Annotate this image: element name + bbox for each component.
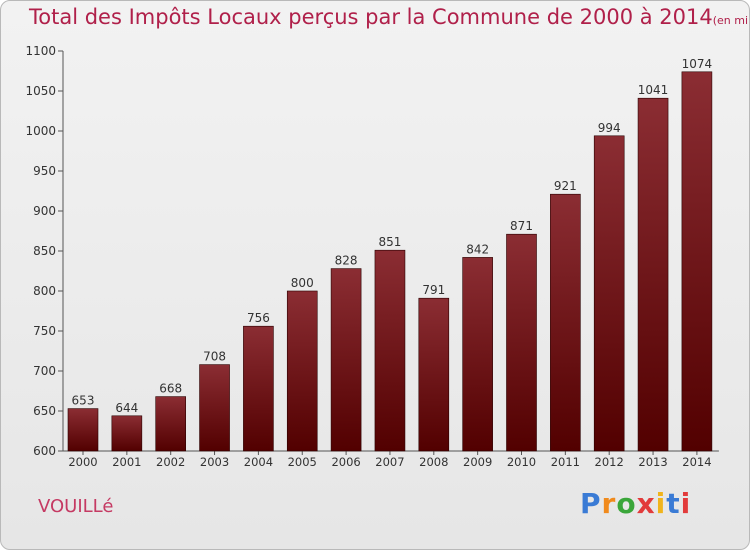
x-tick-label: 2004 (244, 455, 273, 469)
bar-value-label: 653 (72, 394, 95, 408)
x-tick-label: 2008 (419, 455, 448, 469)
bar (550, 193, 581, 452)
chart-title-unit: (en milliers d'€) (712, 14, 749, 27)
bar (418, 297, 450, 452)
bar (155, 396, 186, 452)
bar-value-label: 871 (510, 219, 533, 233)
y-tick-label: 650 (33, 404, 56, 418)
chart-title: Total des Impôts Locaux perçus par la Co… (29, 5, 749, 29)
bar-value-label: 668 (159, 382, 182, 396)
y-tick-label: 850 (33, 244, 56, 258)
bar-value-label: 1041 (638, 83, 669, 97)
bar (199, 364, 230, 452)
y-tick-label: 1000 (25, 124, 56, 138)
bar (243, 325, 274, 452)
bar-value-label: 828 (335, 254, 358, 268)
bar-value-label: 1074 (682, 57, 713, 71)
bar-value-label: 851 (378, 235, 401, 249)
proxiti-logo: Proxiti (580, 487, 691, 520)
bar (67, 408, 99, 452)
x-tick-label: 2010 (507, 455, 536, 469)
y-tick-label: 950 (33, 164, 56, 178)
x-tick-label: 2003 (200, 455, 229, 469)
bar-value-label: 994 (598, 121, 621, 135)
bar-value-label: 708 (203, 350, 226, 364)
bar-value-label: 791 (422, 283, 445, 297)
bar (111, 415, 143, 452)
bar-value-label: 800 (291, 276, 314, 290)
bar (506, 233, 537, 452)
bar-value-label: 756 (247, 311, 270, 325)
x-tick-label: 2012 (595, 455, 624, 469)
bars: 653 644 668 708 756 800 828 851 791 842 871 921 994 1… (67, 57, 713, 452)
y-tick-label: 700 (33, 364, 56, 378)
bar-value-label: 842 (466, 242, 489, 256)
y-tick-label: 1050 (25, 84, 56, 98)
x-tick-label: 2007 (375, 455, 404, 469)
logo-letter: P (580, 487, 602, 520)
x-tick-label: 2009 (463, 455, 492, 469)
y-tick-label: 750 (33, 324, 56, 338)
x-tick-label: 2013 (638, 455, 667, 469)
bar (330, 268, 362, 452)
logo-letter: i (680, 487, 692, 520)
x-axis: 2000 2001 2002 2003 2004 2005 2006 2007 2008 2009… (63, 450, 719, 469)
bar (593, 135, 625, 452)
bar (374, 249, 406, 452)
x-tick-label: 2011 (551, 455, 580, 469)
y-tick-label: 800 (33, 284, 56, 298)
x-tick-label: 2006 (331, 455, 360, 469)
bar-value-label: 644 (115, 401, 138, 415)
commune-name: VOUILLé (38, 496, 114, 517)
y-tick-label: 600 (33, 444, 56, 458)
bar (681, 71, 713, 452)
chart-title-text: Total des Impôts Locaux perçus par la Co… (29, 5, 713, 29)
logo-letter: x (636, 487, 656, 520)
x-tick-label: 2000 (68, 455, 97, 469)
logo-letter: t (666, 487, 681, 520)
logo-letter: r (601, 487, 617, 520)
bar (637, 97, 669, 452)
bar (462, 257, 493, 452)
y-axis: 600 650 700 750 800 850 900 950 1000 1050 1100 (25, 44, 64, 458)
x-tick-label: 2005 (288, 455, 317, 469)
y-tick-label: 1100 (25, 44, 56, 58)
logo-letter: o (616, 487, 637, 520)
x-tick-label: 2002 (156, 455, 185, 469)
x-tick-label: 2001 (112, 455, 141, 469)
y-tick-label: 900 (33, 204, 56, 218)
bar (286, 290, 318, 452)
x-tick-label: 2014 (682, 455, 711, 469)
bar-value-label: 921 (554, 179, 577, 193)
logo-letter: i (655, 487, 667, 520)
